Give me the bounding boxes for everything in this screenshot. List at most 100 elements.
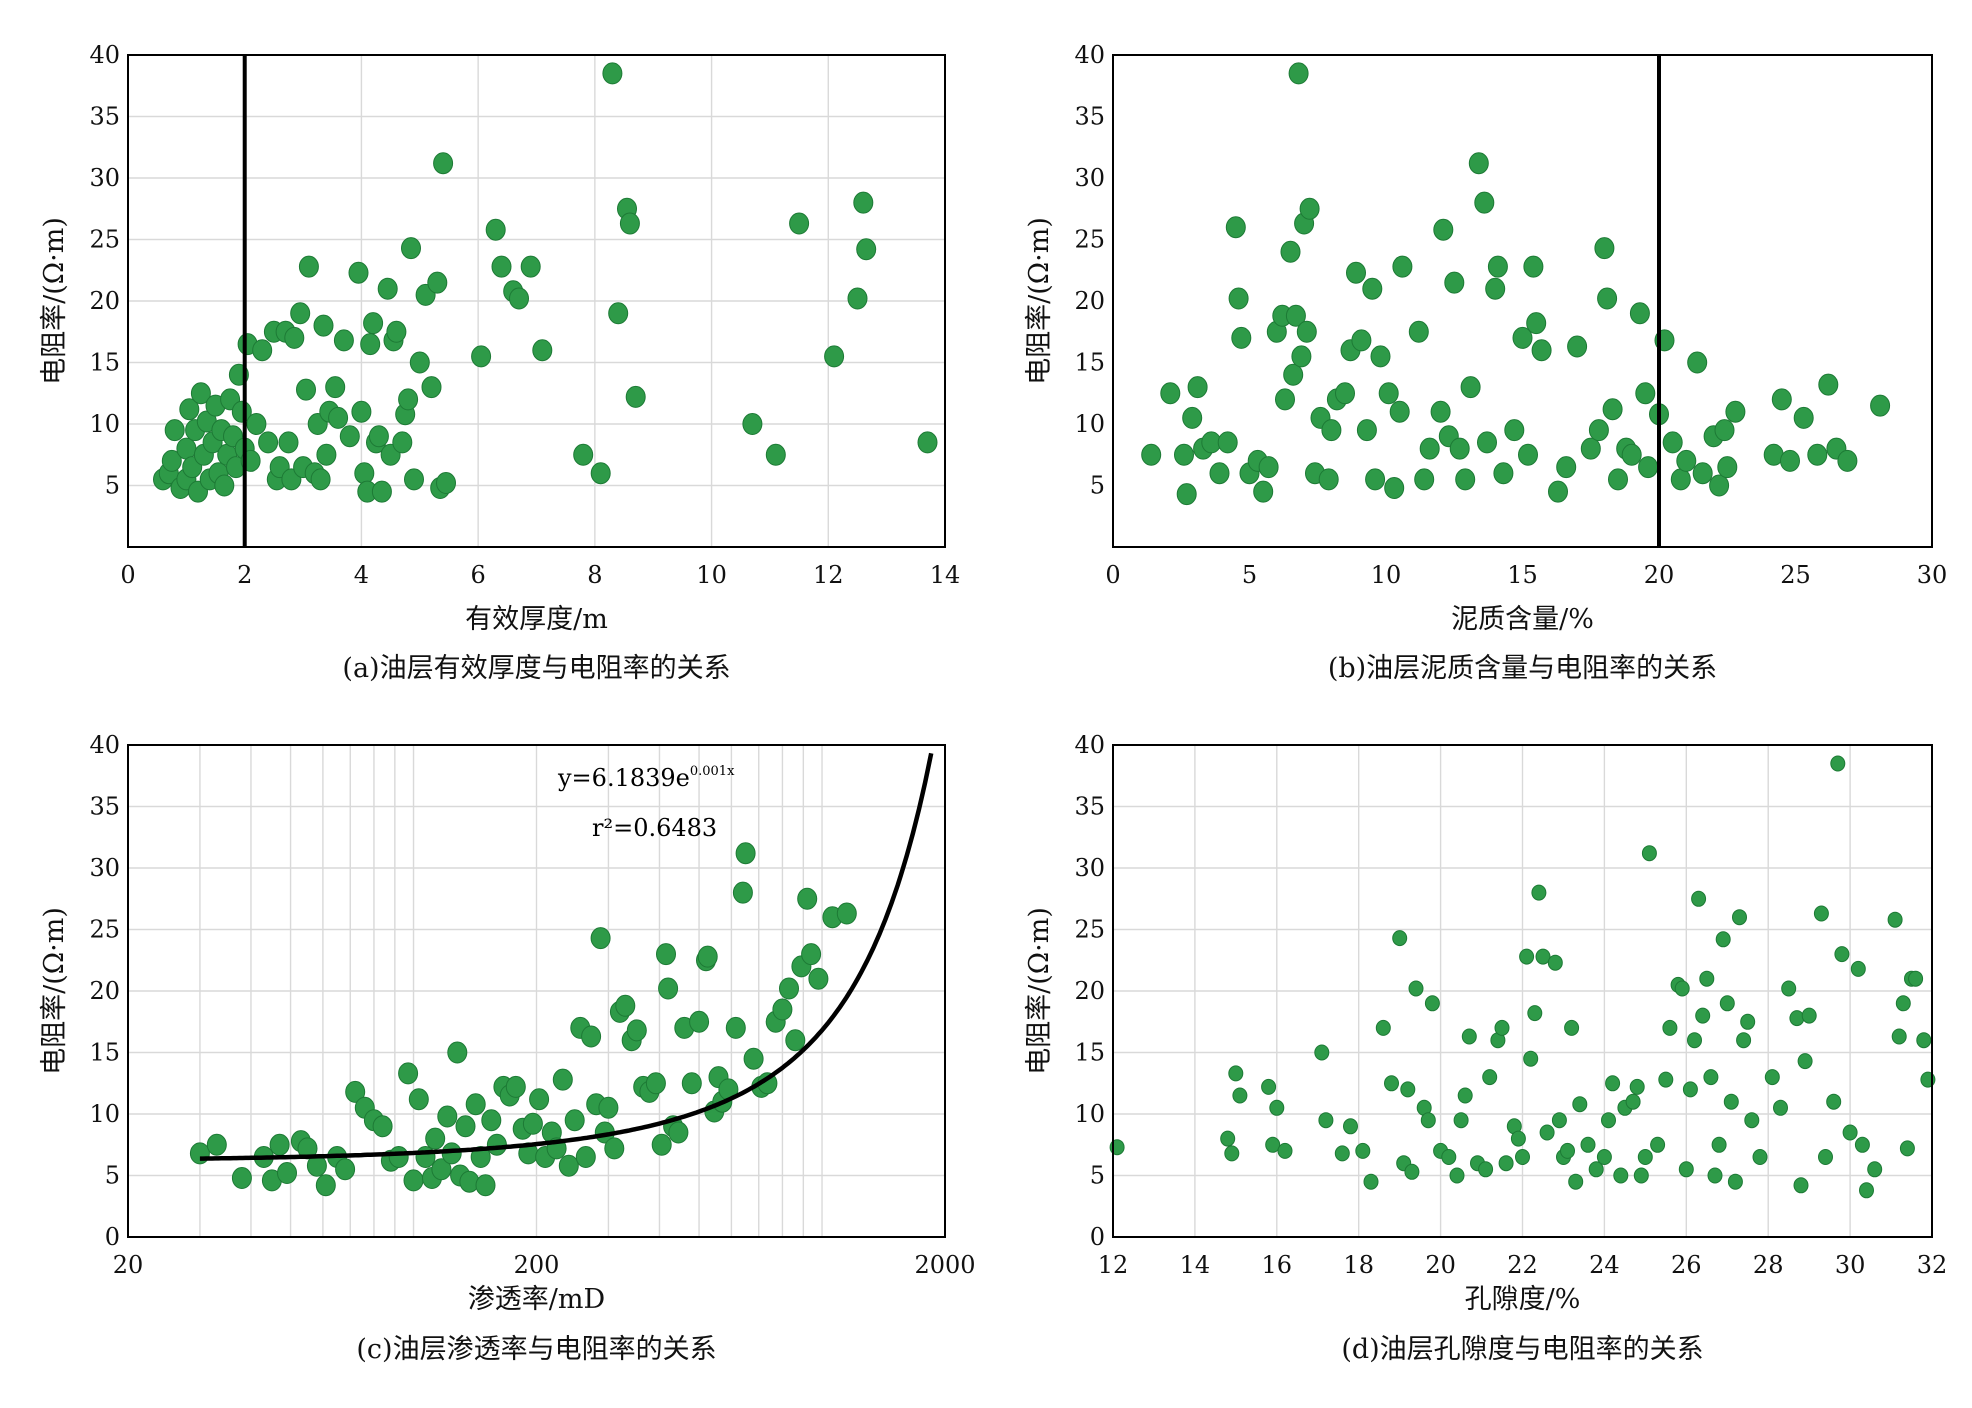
y-tick-label: 30 bbox=[89, 854, 120, 882]
x-axis-label: 孔隙度/% bbox=[1465, 1284, 1581, 1315]
data-point bbox=[1258, 456, 1279, 479]
data-point bbox=[1826, 1093, 1842, 1110]
data-point bbox=[1580, 437, 1601, 460]
x-tick-label: 15 bbox=[1507, 561, 1538, 589]
data-point bbox=[529, 1088, 550, 1111]
chart-caption: (c)油层渗透率与电阻率的关系 bbox=[356, 1334, 716, 1365]
data-point bbox=[645, 1072, 666, 1095]
data-point bbox=[1629, 1078, 1645, 1095]
x-tick-label: 28 bbox=[1753, 1251, 1784, 1279]
y-tick-label: 5 bbox=[1090, 472, 1105, 500]
data-point bbox=[360, 333, 381, 356]
data-point bbox=[1280, 240, 1301, 263]
data-point bbox=[1601, 1112, 1616, 1129]
data-point bbox=[392, 431, 413, 454]
data-point bbox=[348, 261, 369, 284]
y-tick-label: 40 bbox=[89, 41, 120, 69]
grid bbox=[128, 55, 945, 547]
data-point bbox=[1818, 373, 1839, 396]
data-point bbox=[1797, 1053, 1813, 1070]
data-point bbox=[1370, 345, 1391, 368]
data-point bbox=[1160, 382, 1181, 405]
data-point bbox=[1572, 1096, 1588, 1113]
data-point bbox=[808, 967, 829, 990]
data-point bbox=[1478, 1161, 1494, 1178]
fit-equation: y=6.1839e0.001x bbox=[557, 764, 735, 792]
data-point bbox=[164, 419, 185, 442]
data-point bbox=[1519, 948, 1535, 965]
data-point bbox=[386, 320, 407, 343]
data-point bbox=[1389, 400, 1410, 423]
data-point bbox=[363, 312, 384, 335]
x-tick-label: 12 bbox=[813, 561, 844, 589]
data-point bbox=[1408, 980, 1424, 997]
y-tick-label: 15 bbox=[1074, 349, 1105, 377]
y-tick-label: 35 bbox=[1074, 103, 1105, 131]
data-point bbox=[1556, 456, 1577, 479]
data-point bbox=[315, 1174, 336, 1197]
data-point bbox=[1265, 1136, 1281, 1153]
data-point bbox=[856, 238, 877, 261]
data-point bbox=[1228, 1065, 1244, 1082]
x-tick-labels: 0 5 10 15 20 25 30 bbox=[1105, 561, 1947, 589]
data-point bbox=[1291, 345, 1312, 368]
data-point bbox=[1504, 419, 1525, 442]
data-point bbox=[354, 462, 375, 485]
data-point bbox=[725, 1016, 746, 1039]
data-point bbox=[1687, 1032, 1702, 1049]
data-point bbox=[485, 218, 506, 241]
y-tick-labels: 0 5 10 15 20 25 30 35 40 bbox=[89, 731, 120, 1251]
x-tick-label: 24 bbox=[1589, 1251, 1620, 1279]
data-point bbox=[1551, 1112, 1567, 1129]
data-point bbox=[470, 1146, 491, 1168]
data-point bbox=[1363, 1173, 1379, 1190]
data-point bbox=[1687, 351, 1708, 374]
data-point bbox=[401, 237, 421, 260]
data-point bbox=[1625, 1093, 1641, 1110]
data-point bbox=[590, 927, 611, 950]
data-point bbox=[1228, 287, 1249, 310]
data-point bbox=[214, 474, 235, 497]
data-point bbox=[1621, 443, 1642, 466]
data-point bbox=[491, 255, 512, 278]
data-point bbox=[1321, 419, 1342, 442]
data-point bbox=[522, 1112, 543, 1135]
data-point bbox=[1275, 388, 1295, 411]
data-point bbox=[1362, 277, 1383, 300]
y-tick-label: 35 bbox=[1074, 793, 1105, 821]
data-point bbox=[1691, 890, 1707, 907]
data-point bbox=[668, 1121, 689, 1144]
data-point bbox=[1269, 1099, 1285, 1116]
data-point bbox=[1594, 237, 1615, 260]
data-point bbox=[1807, 443, 1828, 466]
data-point bbox=[598, 1096, 619, 1119]
data-point bbox=[1224, 1145, 1240, 1162]
data-point bbox=[1253, 480, 1274, 503]
x-tick-label: 2 bbox=[237, 561, 252, 589]
data-point bbox=[351, 400, 372, 423]
data-point bbox=[1744, 1112, 1760, 1129]
data-point bbox=[1430, 400, 1451, 423]
data-point bbox=[1719, 995, 1735, 1012]
data-point bbox=[415, 1146, 436, 1168]
x-tick-label: 14 bbox=[1180, 1251, 1211, 1279]
x-axis-label: 渗透率/mD bbox=[468, 1284, 605, 1315]
data-point bbox=[1356, 419, 1377, 442]
data-point bbox=[604, 1137, 625, 1160]
data-point bbox=[1568, 1173, 1584, 1190]
y-tick-label: 25 bbox=[89, 226, 120, 254]
data-point bbox=[1789, 1010, 1805, 1027]
data-point bbox=[1695, 1007, 1711, 1024]
data-point bbox=[1709, 474, 1730, 497]
data-point bbox=[651, 1133, 672, 1156]
data-point bbox=[1334, 1145, 1350, 1162]
data-point bbox=[325, 376, 346, 399]
data-point bbox=[278, 431, 299, 454]
data-point bbox=[1487, 255, 1508, 278]
data-point bbox=[1916, 1032, 1932, 1049]
data-point bbox=[1867, 1161, 1883, 1178]
x-tick-label: 12 bbox=[1098, 1251, 1129, 1279]
data-point bbox=[1535, 948, 1551, 965]
y-tick-label: 20 bbox=[89, 287, 120, 315]
y-tick-label: 30 bbox=[1074, 164, 1105, 192]
